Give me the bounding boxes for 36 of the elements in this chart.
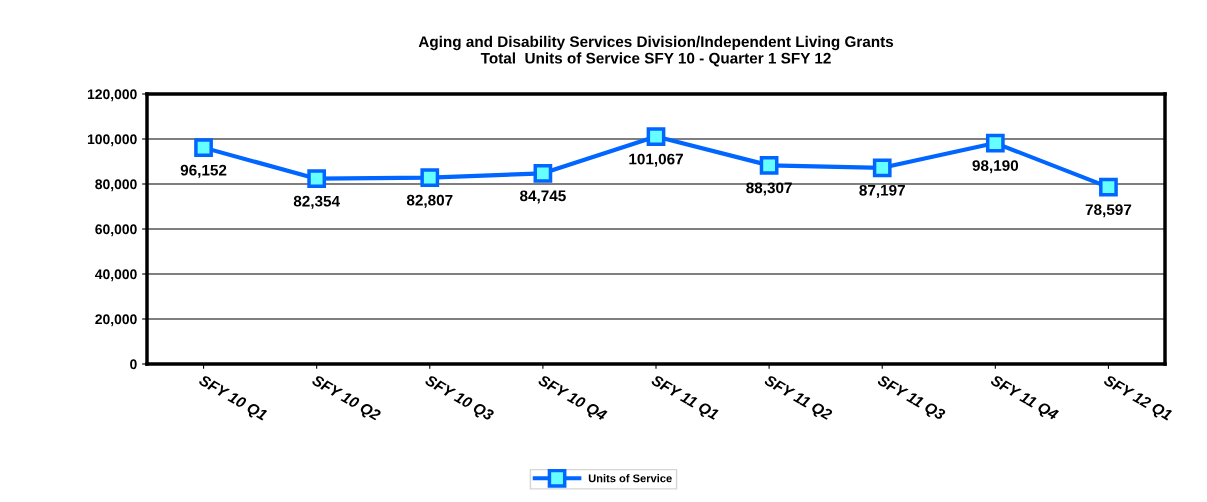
- x-tick-label: SFY 10 Q4: [536, 374, 608, 424]
- y-tick-label: 0: [130, 359, 137, 370]
- text: 101,067: [629, 153, 683, 167]
- text: 88,307: [746, 182, 792, 196]
- text: 84,745: [520, 190, 566, 204]
- point: [759, 155, 779, 175]
- x-tick-label: SFY 11 Q2: [762, 374, 834, 423]
- x-tick-label: SFY 11 Q4: [988, 374, 1060, 423]
- y-tick-label: 100,000: [87, 134, 137, 147]
- point: [420, 168, 440, 188]
- text: 82,354: [293, 195, 340, 209]
- x-tick-label: SFY 10 Q1: [196, 374, 268, 424]
- point: [985, 133, 1005, 153]
- x-tick-label: SFY 12 Q1: [1101, 374, 1173, 424]
- x-tick-label: SFY 11 Q3: [875, 374, 947, 423]
- x-tick-label: SFY 10 Q2: [309, 374, 382, 424]
- text: 87,197: [859, 184, 905, 198]
- point: [646, 127, 666, 146]
- text: 82,807: [406, 194, 453, 208]
- y-tick-label: 120,000: [87, 89, 137, 102]
- text: 96,152: [180, 164, 227, 178]
- y-tick-label: 40,000: [95, 269, 137, 282]
- text: 78,597: [1085, 204, 1132, 218]
- x-tick-label: SFY 11 Q1: [649, 374, 720, 423]
- point: [533, 163, 553, 183]
- point: [194, 138, 213, 158]
- y-tick-label: 60,000: [95, 224, 137, 237]
- y-tick-label: 20,000: [95, 314, 137, 327]
- point: [1099, 177, 1118, 197]
- y-tick-label: 80,000: [95, 179, 137, 192]
- point: [307, 169, 327, 189]
- x-tick-label: SFY 10 Q3: [422, 374, 495, 424]
- text: 98,190: [972, 160, 1019, 174]
- legend-label: Units of Service: [588, 474, 672, 483]
- point: [872, 158, 892, 178]
- chart-title: Aging and Disability Services Division/Independent Living Grants Total Units of Service SFY 10 - Quarter 1 SFY 12: [418, 35, 894, 67]
